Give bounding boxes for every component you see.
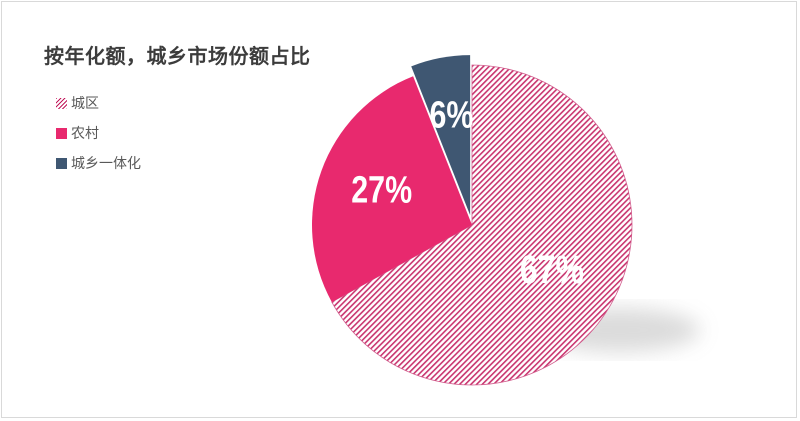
legend-swatch-rural [56,127,67,139]
legend-label-urban: 城区 [71,96,99,112]
legend-label-rural: 农村 [71,126,99,142]
legend-label-integrated: 城乡一体化 [71,156,141,172]
legend-item-integrated: 城乡一体化 [56,148,141,178]
legend-item-rural: 农村 [56,118,141,148]
pie-label-integrated: 6% [430,95,474,137]
pie-slice-integrated [411,55,471,216]
legend-item-urban: 城区 [56,88,141,118]
pie-slice-urban [331,64,633,386]
chart-title: 按年化额，城乡市场份额占比 [44,44,311,68]
pie-label-rural: 27% [351,169,412,211]
legend-swatch-urban [56,97,67,109]
chart-legend: 城区 农村 城乡一体化 [56,88,141,178]
pie-slice-rural [312,76,472,303]
pie-label-urban: 67% [520,246,584,291]
legend-swatch-integrated [56,157,67,169]
